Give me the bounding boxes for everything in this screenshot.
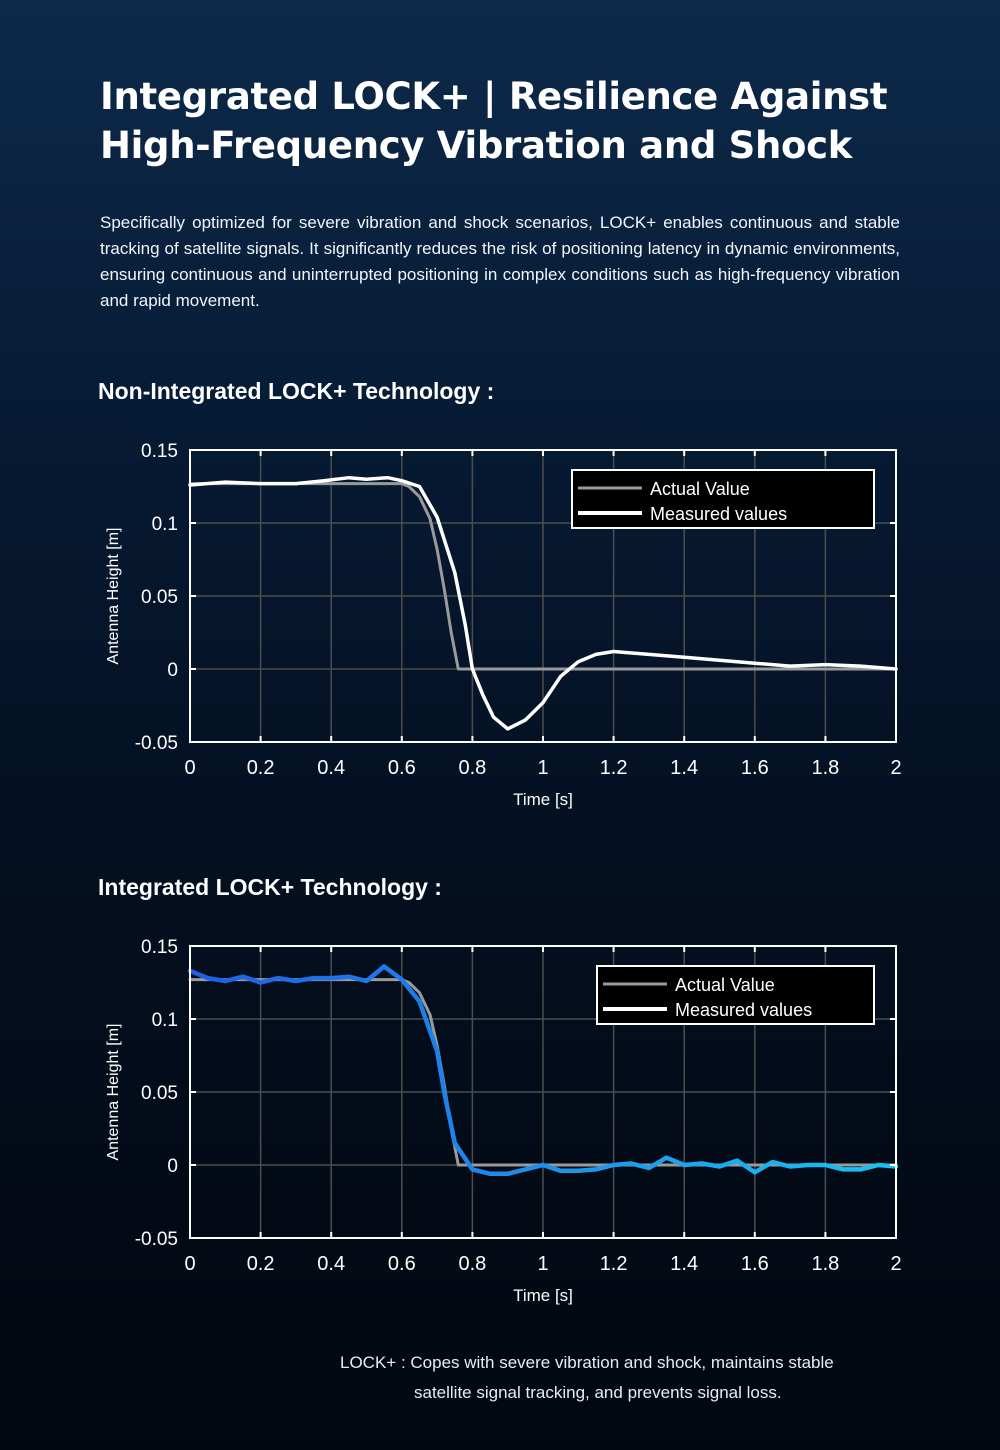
y-tick-label: 0 bbox=[167, 660, 178, 681]
legend-label-measured: Measured values bbox=[650, 504, 787, 524]
y-axis-label: Antenna Height [m] bbox=[105, 1024, 122, 1161]
series-actual-value bbox=[188, 482, 898, 671]
x-tick-label: 1.2 bbox=[600, 1253, 628, 1275]
legend-box bbox=[596, 965, 875, 1025]
legend-box bbox=[571, 469, 875, 529]
x-tick-label: 0.8 bbox=[458, 1253, 486, 1275]
legend-label-actual: Actual Value bbox=[675, 975, 775, 995]
x-tick-label: 0 bbox=[184, 1253, 195, 1275]
x-tick-label: 1 bbox=[537, 757, 548, 779]
x-tick-label: 0.6 bbox=[388, 757, 416, 779]
page-title: Integrated LOCK+ | Resilience Against Hi… bbox=[100, 72, 920, 170]
x-tick-label: 1.8 bbox=[811, 757, 839, 779]
y-tick-label: 0.05 bbox=[141, 1083, 178, 1104]
x-tick-label: 1.4 bbox=[670, 757, 698, 779]
y-tick-label: 0.15 bbox=[141, 937, 178, 958]
x-tick-label: 0.2 bbox=[247, 757, 275, 779]
footnote-line-2: satellite signal tracking, and prevents … bbox=[414, 1383, 782, 1402]
section-label-integrated: Integrated LOCK+ Technology : bbox=[98, 874, 442, 900]
title-line-1: Integrated LOCK+ | Resilience Against bbox=[100, 75, 888, 118]
x-tick-label: 1.6 bbox=[741, 1253, 769, 1275]
x-tick-label: 0.4 bbox=[317, 757, 345, 779]
x-tick-label: 2 bbox=[890, 757, 901, 779]
section-label-non-integrated: Non-Integrated LOCK+ Technology : bbox=[98, 378, 495, 404]
description: Specifically optimized for severe vibrat… bbox=[100, 213, 900, 310]
y-tick-label: -0.05 bbox=[135, 733, 178, 754]
x-tick-label: 0.6 bbox=[388, 1253, 416, 1275]
y-tick-label: 0.05 bbox=[141, 587, 178, 608]
x-tick-label: 1.2 bbox=[600, 757, 628, 779]
legend-label-actual: Actual Value bbox=[650, 479, 750, 499]
x-tick-label: 1.8 bbox=[811, 1253, 839, 1275]
x-tick-label: 1 bbox=[537, 1253, 548, 1275]
x-tick-label: 0 bbox=[184, 757, 195, 779]
y-tick-label: 0.1 bbox=[152, 514, 178, 535]
y-tick-label: 0.15 bbox=[141, 441, 178, 462]
y-tick-label: 0 bbox=[167, 1156, 178, 1177]
x-axis-label: Time [s] bbox=[513, 790, 573, 809]
footnote: LOCK+ : Copes with severe vibration and … bbox=[340, 1348, 900, 1408]
x-tick-label: 0.2 bbox=[247, 1253, 275, 1275]
x-axis-label: Time [s] bbox=[513, 1286, 573, 1305]
legend: Actual Value Measured values bbox=[571, 469, 875, 529]
series-measured-values bbox=[187, 964, 899, 1177]
chart-non-integrated: 0 0.2 0.4 0.6 0.8 1 1.2 1.4 1.6 1.8 20.150.10.050-… bbox=[105, 441, 902, 809]
y-axis-label: Antenna Height [m] bbox=[105, 528, 122, 665]
x-tick-label: 1.4 bbox=[670, 1253, 698, 1275]
y-tick-label: -0.05 bbox=[135, 1229, 178, 1250]
y-tick-label: 0.1 bbox=[152, 1010, 178, 1031]
legend: Actual Value Measured values bbox=[596, 965, 875, 1025]
footnote-line-1: LOCK+ : Copes with severe vibration and … bbox=[340, 1353, 834, 1372]
chart-integrated: 0 0.2 0.4 0.6 0.8 1 1.2 1.4 1.6 1.8 20.150.10.050-… bbox=[105, 937, 902, 1305]
x-tick-label: 0.8 bbox=[458, 757, 486, 779]
legend-label-measured: Measured values bbox=[675, 1000, 812, 1020]
series-measured-values bbox=[188, 475, 898, 731]
title-line-2: High-Frequency Vibration and Shock bbox=[100, 124, 853, 167]
x-tick-label: 1.6 bbox=[741, 757, 769, 779]
x-tick-label: 2 bbox=[890, 1253, 901, 1275]
x-tick-label: 0.4 bbox=[317, 1253, 345, 1275]
